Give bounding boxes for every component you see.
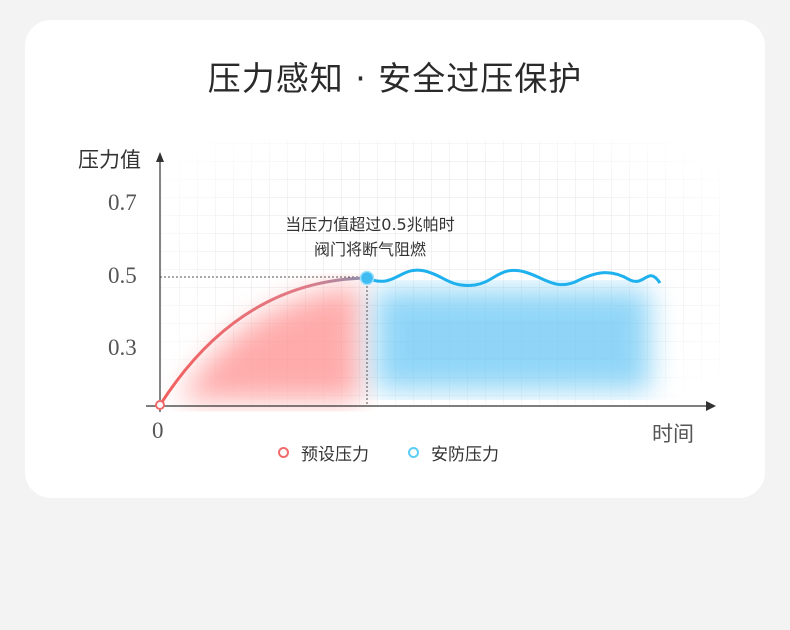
y-tick: 0.3 [108, 335, 137, 360]
origin-label: 0 [152, 418, 164, 443]
legend-dot [408, 447, 419, 458]
x-axis-label: 时间 [652, 422, 694, 446]
legend-dot [278, 447, 289, 458]
x-axis-arrow [706, 401, 716, 411]
y-axis-label: 压力值 [78, 148, 141, 172]
series-preset-pressure [158, 276, 368, 406]
threshold-point [359, 270, 375, 286]
y-tick: 0.5 [108, 263, 137, 288]
blue-area [375, 290, 650, 390]
origin-point [155, 400, 165, 410]
page-title: 压力感知 · 安全过压保护 [207, 59, 583, 98]
legend-item-safety: 安防压力 [408, 440, 499, 465]
legend-item-preset: 预设压力 [278, 440, 369, 465]
annotation: 当压力值超过0.5兆帕时 阀门将断气阻燃 [285, 215, 455, 259]
series-safety-pressure [366, 268, 662, 287]
y-tick: 0.7 [108, 190, 137, 215]
y-axis-arrow [156, 152, 164, 162]
red-area [180, 285, 360, 400]
